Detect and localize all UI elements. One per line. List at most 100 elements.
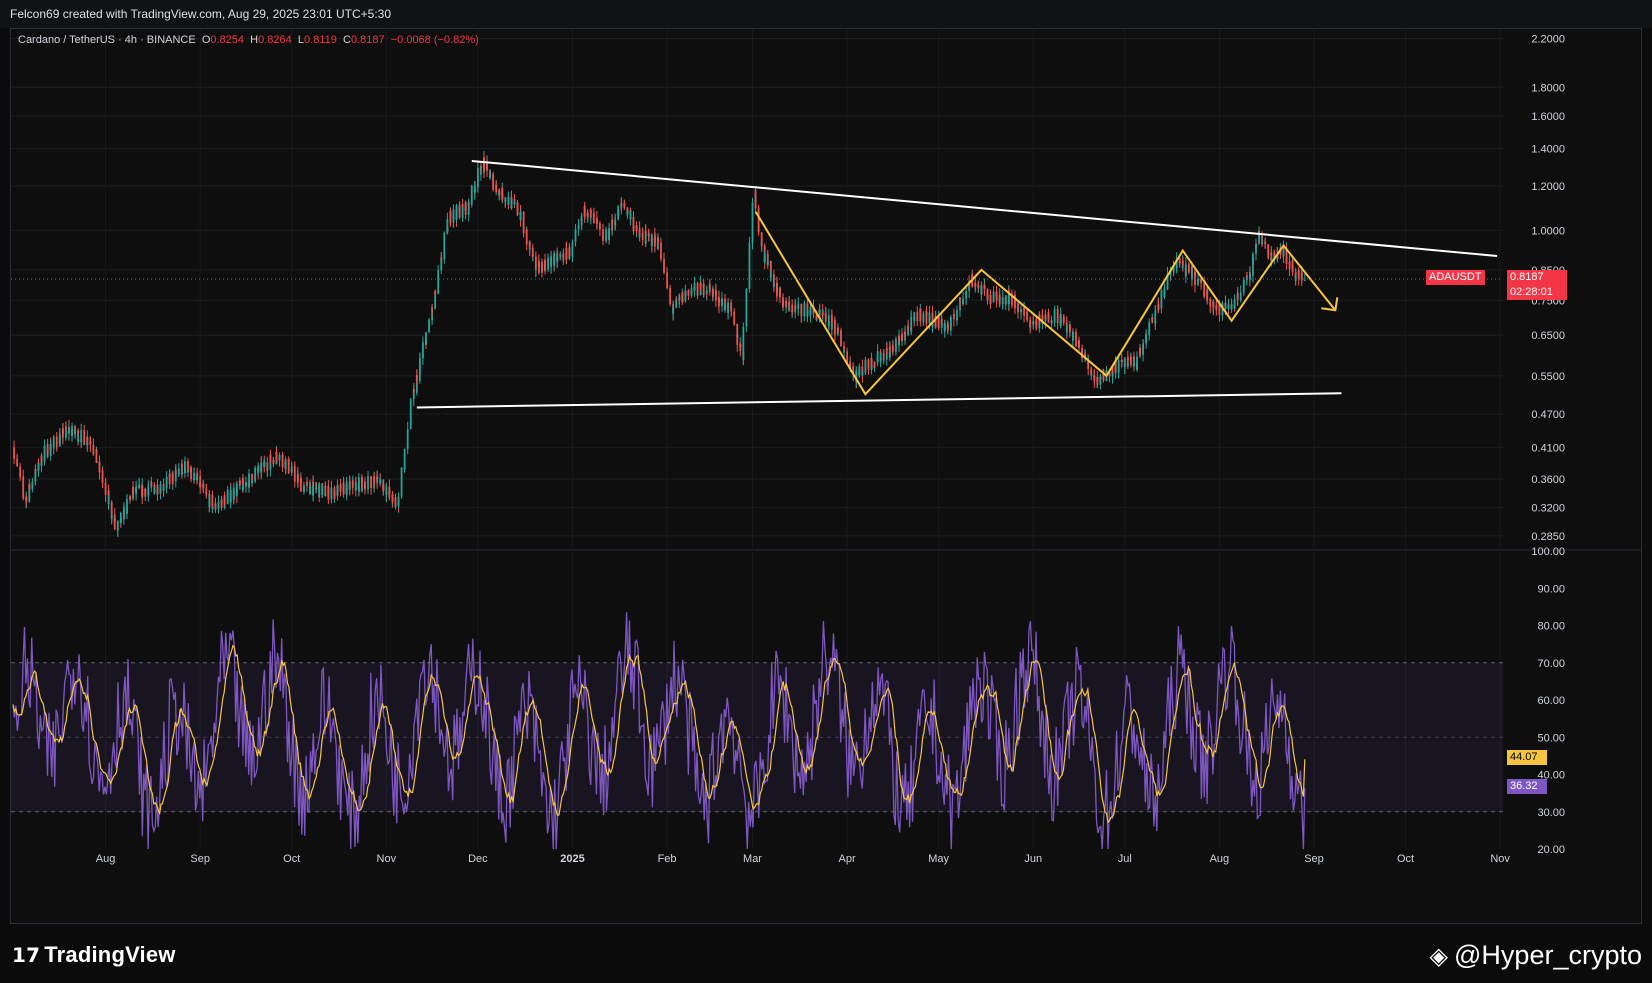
- candle-body: [1230, 307, 1233, 310]
- brand-text: TradingView: [44, 942, 176, 967]
- candle-body: [184, 461, 186, 474]
- candle-body: [849, 363, 852, 366]
- candle-body: [754, 204, 757, 209]
- candle-body: [980, 285, 983, 295]
- candle-body: [1194, 271, 1196, 286]
- candle-body: [1303, 279, 1306, 281]
- chart-canvas[interactable]: 2.20001.80001.60001.40001.20001.00000.85…: [11, 29, 1641, 923]
- candle-body: [434, 291, 437, 294]
- candle-body: [953, 318, 955, 320]
- high-value: 0.8264: [258, 34, 292, 46]
- candle-body: [1163, 289, 1166, 298]
- candle-body: [800, 307, 803, 315]
- candle-body: [287, 471, 290, 473]
- rsi-axis-label: 60.00: [1537, 695, 1565, 707]
- candle-body: [748, 279, 751, 289]
- candle-body: [815, 315, 818, 317]
- candle-body: [1233, 299, 1236, 309]
- candle-body: [28, 483, 31, 490]
- candle-body: [238, 480, 241, 485]
- candle-body: [464, 202, 467, 215]
- candle-body: [443, 232, 446, 244]
- candle-body: [418, 367, 421, 381]
- candle-body: [1261, 242, 1264, 245]
- candle-body: [1227, 303, 1230, 306]
- candle-body: [13, 456, 15, 459]
- candle-body: [281, 454, 284, 462]
- candle-body: [40, 462, 43, 465]
- candle-body: [544, 266, 546, 270]
- candle-body: [586, 216, 589, 218]
- price-axis-label: 0.5500: [1531, 371, 1565, 383]
- candle-body: [1291, 260, 1294, 270]
- candle-body: [242, 477, 244, 485]
- candle-body: [983, 285, 986, 289]
- chart-frame[interactable]: 2.20001.80001.60001.40001.20001.00000.85…: [10, 28, 1642, 924]
- candle-body: [797, 303, 800, 306]
- candle-body: [733, 323, 736, 325]
- price-axis-label: 0.2850: [1531, 531, 1565, 543]
- candle-body: [1294, 275, 1297, 281]
- candle-body: [528, 247, 531, 250]
- candle-body: [937, 316, 940, 328]
- candle-body: [193, 472, 195, 480]
- candle-body: [501, 188, 504, 201]
- candle-body: [843, 351, 845, 353]
- candle-body: [1282, 249, 1285, 257]
- candle-body: [272, 459, 275, 465]
- candle-body: [1041, 315, 1044, 320]
- candle-body: [406, 428, 409, 436]
- rsi-ma-line: [12, 644, 1306, 823]
- candle-body: [989, 294, 992, 303]
- candle-body: [620, 203, 623, 205]
- attribution-text: Felcon69 created with TradingView.com, A…: [10, 7, 392, 21]
- candle-body: [19, 466, 22, 472]
- candle-body: [1245, 275, 1248, 277]
- candle-body: [788, 302, 791, 306]
- candle-body: [1297, 270, 1300, 275]
- candle-body: [626, 209, 629, 214]
- candle-body: [1163, 288, 1166, 290]
- candle-body: [284, 461, 287, 469]
- candle-body: [812, 308, 815, 314]
- candle-body: [46, 444, 49, 457]
- candle-body: [541, 264, 543, 272]
- candle-body: [357, 477, 360, 492]
- candle-body: [885, 352, 888, 360]
- candle-body: [1236, 295, 1239, 300]
- candle-body: [190, 467, 192, 480]
- candle-body: [818, 309, 821, 313]
- candle-body: [19, 473, 22, 477]
- time-axis-label: 2025: [560, 853, 584, 865]
- candle-body: [959, 297, 961, 301]
- candle-body: [83, 430, 86, 436]
- candle-body: [650, 245, 653, 247]
- candle-body: [83, 443, 86, 445]
- candle-body: [403, 455, 406, 470]
- candle-body: [733, 317, 736, 324]
- candle-body: [1084, 353, 1087, 360]
- candle-body: [745, 288, 748, 303]
- candle-body: [556, 256, 559, 262]
- candle-body: [388, 489, 391, 498]
- candle-body: [684, 290, 687, 296]
- candle-body: [1014, 294, 1016, 307]
- candle-body: [1285, 249, 1288, 264]
- candle-body: [742, 326, 745, 347]
- candle-body: [361, 477, 363, 482]
- footer-bar: 𝟭𝟳 TradingView ◈ @Hyper_crypto: [0, 924, 1652, 983]
- close-label: C: [342, 34, 351, 46]
- candle-body: [907, 326, 910, 328]
- candle-body: [1184, 264, 1187, 277]
- candle-body: [296, 473, 299, 483]
- tradingview-logo[interactable]: 𝟭𝟳 TradingView: [12, 942, 176, 968]
- candle-body: [31, 481, 34, 486]
- candle-body: [428, 323, 430, 333]
- candle-body: [486, 163, 488, 170]
- candle-body: [1120, 360, 1123, 363]
- close-value: 0.8187: [350, 34, 385, 46]
- candle-body: [415, 375, 418, 381]
- candle-body: [821, 314, 824, 316]
- tv-icon: 𝟭𝟳: [12, 945, 41, 967]
- candle-body: [507, 197, 510, 205]
